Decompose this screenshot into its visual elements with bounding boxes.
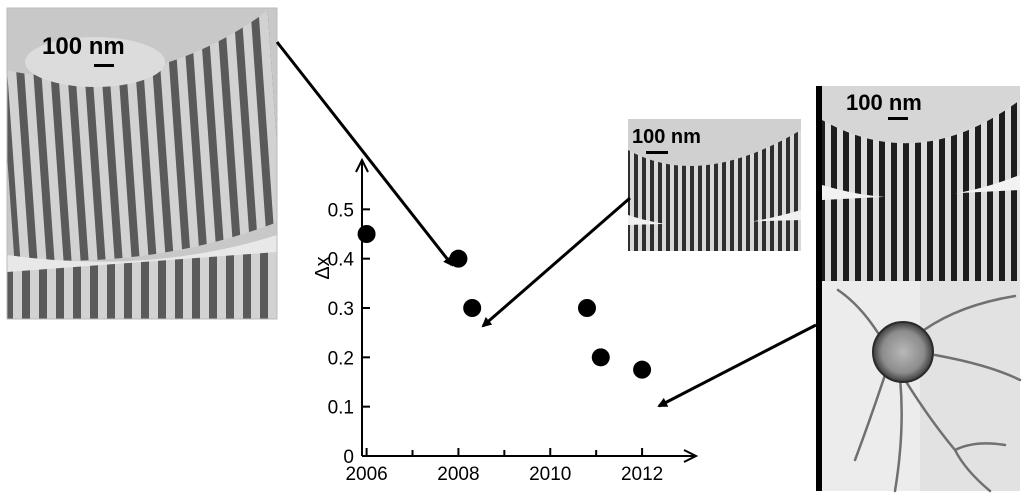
data-point bbox=[449, 249, 468, 268]
data-point bbox=[577, 299, 596, 317]
data-point bbox=[463, 299, 482, 317]
x-tick-label: 2010 bbox=[529, 464, 571, 485]
inset-2-scale-bar bbox=[646, 151, 668, 154]
y-tick-label: 0.2 bbox=[328, 348, 354, 369]
inset-image-2008 bbox=[628, 119, 801, 251]
inset-1-scale-bar bbox=[94, 64, 114, 67]
x-tick-label: 2008 bbox=[437, 464, 479, 485]
x-tick-label: 2006 bbox=[345, 464, 387, 485]
arrow-inset-2 bbox=[481, 196, 631, 328]
pointer-arrows bbox=[275, 41, 817, 408]
inset-image-2012-cell bbox=[822, 281, 1022, 493]
inset-1-scale-label: 100 nm bbox=[42, 33, 125, 60]
inset-image-2006 bbox=[7, 8, 277, 319]
inset-2-scale-label: 100 nm bbox=[632, 126, 701, 148]
data-point bbox=[633, 360, 652, 379]
y-tick-label: 0 bbox=[343, 447, 354, 468]
y-axis-label: Δx bbox=[312, 256, 334, 279]
inset-image-2012-zoneplate bbox=[822, 86, 1020, 281]
y-tick-label: 0.5 bbox=[328, 200, 354, 221]
inset-3-scale-bar bbox=[888, 117, 908, 120]
y-tick-label: 0.1 bbox=[328, 398, 354, 419]
data-points bbox=[357, 225, 652, 379]
arrow-inset-3 bbox=[657, 323, 817, 408]
x-tick-label: 2012 bbox=[621, 464, 663, 485]
inset-3-scale-label: 100 nm bbox=[846, 90, 922, 115]
inset-right-border bbox=[816, 86, 822, 491]
y-tick-label: 0.4 bbox=[328, 250, 355, 271]
y-axis-ticks: 0 0.1 0.2 0.3 0.4 0.5 bbox=[328, 200, 370, 468]
data-point bbox=[357, 225, 376, 243]
y-tick-label: 0.3 bbox=[328, 299, 354, 320]
data-point bbox=[591, 348, 610, 367]
arrow-inset-1 bbox=[275, 41, 454, 267]
x-axis-ticks: 2006 2008 2010 2012 bbox=[345, 448, 663, 485]
